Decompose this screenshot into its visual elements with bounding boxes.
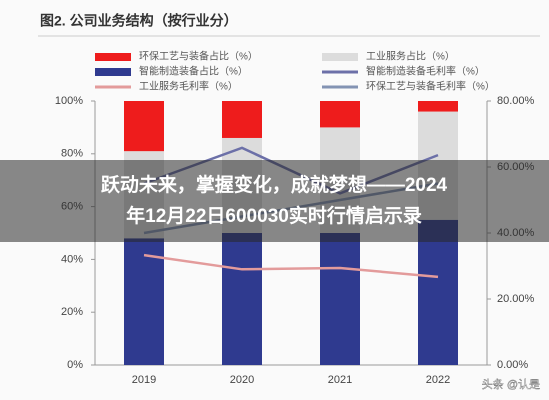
bar-segment (222, 233, 262, 365)
overlay-line: 跃动未来，掌握变化，成就梦想——2024 (101, 173, 448, 196)
x-tick-label: 2020 (230, 374, 254, 386)
y2-tick-label: 80.00% (497, 95, 535, 107)
x-tick-label: 2019 (132, 374, 156, 386)
legend-swatch (322, 53, 358, 61)
bar-segment (124, 238, 164, 365)
bar-segment (320, 101, 360, 128)
x-tick-label: 2021 (328, 374, 352, 386)
bar-segment (320, 233, 360, 365)
legend-label: 工业服务毛利率（%） (139, 80, 238, 93)
bar-segment (418, 101, 458, 112)
bar-segment (222, 101, 262, 138)
watermark: 头条 @认是 (482, 377, 540, 391)
y-tick-label: 100% (55, 95, 83, 107)
y-tick-label: 40% (61, 253, 83, 265)
legend-label: 环保工艺与装备毛利率（%） (366, 80, 495, 93)
y-tick-label: 80% (61, 148, 83, 160)
line-series (143, 253, 439, 279)
y2-tick-label: 20.00% (497, 293, 535, 305)
legend-swatch (95, 53, 131, 61)
legend-swatch (95, 68, 131, 76)
bar-segment (124, 101, 164, 152)
legend-label: 智能制造装备毛利率（%） (366, 65, 485, 78)
y2-tick-label: 0.00% (497, 359, 528, 371)
y-tick-label: 20% (61, 306, 83, 318)
bar-segment (418, 219, 458, 365)
legend-label: 智能制造装备占比（%） (139, 65, 248, 78)
legend-label: 工业服务占比（%） (366, 50, 455, 63)
x-tick-label: 2022 (426, 374, 450, 386)
overlay-line: 年12月22日600030实时行情启示录 (126, 204, 422, 227)
chart-title: 图2. 公司业务结构（按行业分） (40, 13, 238, 29)
y-tick-label: 0% (67, 359, 83, 371)
overlay-band (0, 160, 549, 242)
legend-label: 环保工艺与装备占比（%） (139, 50, 258, 63)
